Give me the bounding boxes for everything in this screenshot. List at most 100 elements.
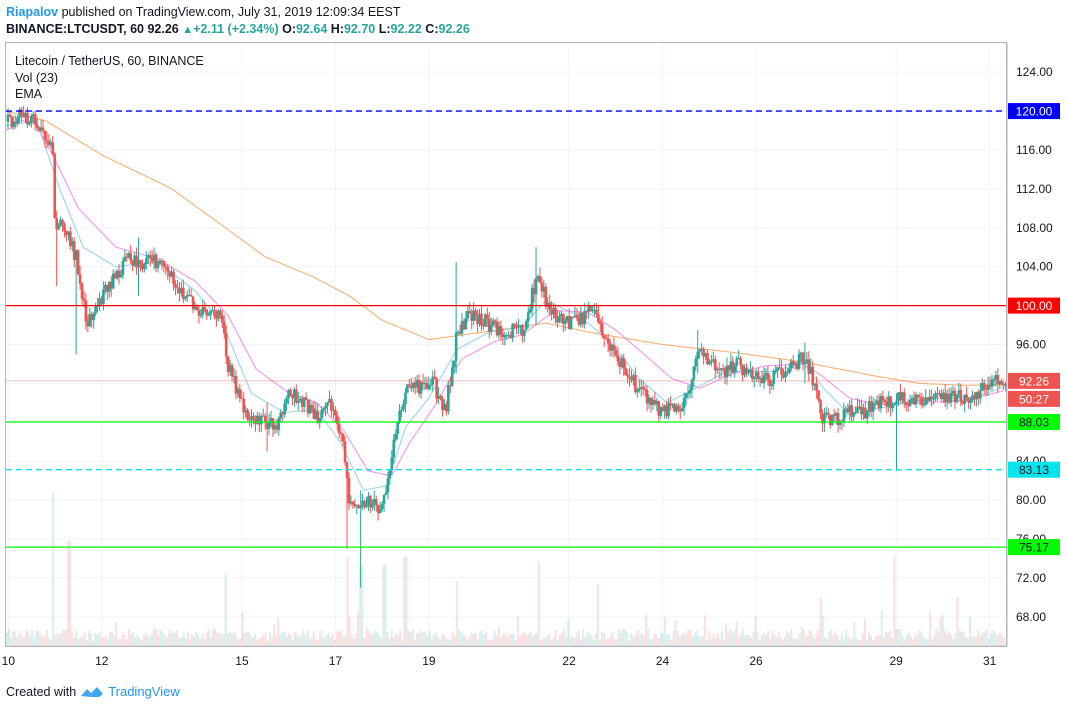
volume-bar <box>926 638 929 645</box>
candle-body <box>729 361 733 370</box>
volume-bar <box>718 638 721 645</box>
candle-body <box>622 358 626 368</box>
candle-body <box>127 253 131 258</box>
volume-bar <box>586 631 589 645</box>
candle-body <box>314 411 318 419</box>
volume-bar <box>127 629 130 645</box>
volume-bar <box>434 632 437 645</box>
candle-body <box>542 286 546 292</box>
candle-body <box>567 316 571 330</box>
volume-bar <box>153 627 156 645</box>
candle-body <box>209 310 212 315</box>
candle-body <box>538 276 542 283</box>
volume-bar <box>430 638 433 645</box>
volume-bar <box>973 636 976 645</box>
volume-bar <box>323 637 326 645</box>
candle-body <box>554 307 557 319</box>
candle-body <box>406 384 409 393</box>
volume-bar <box>212 629 215 645</box>
volume-bar <box>123 634 126 645</box>
candle-body <box>337 423 341 434</box>
candle-body <box>411 382 415 389</box>
volume-bar <box>880 610 883 645</box>
legend-ema[interactable]: EMA <box>15 87 43 101</box>
candle-body <box>53 153 57 219</box>
volume-bar <box>163 634 166 645</box>
volume-bar <box>165 636 168 645</box>
candle-body <box>390 457 394 471</box>
candle-body <box>207 314 210 316</box>
volume-bar <box>729 629 732 645</box>
volume-bar <box>455 581 458 645</box>
volume-bar <box>605 638 608 645</box>
volume-bar <box>779 637 782 645</box>
candle-body <box>727 365 731 370</box>
candle-body <box>78 274 82 284</box>
candle-body <box>6 114 10 122</box>
volume-bar <box>512 633 515 645</box>
candle-body <box>386 478 390 493</box>
candle-body <box>324 405 327 409</box>
candle-body <box>916 394 920 397</box>
volume-bar <box>882 637 885 645</box>
level-price-label: 120.00 <box>1016 105 1053 119</box>
candle-body <box>955 394 959 403</box>
candle-body <box>121 260 125 276</box>
volume-bar <box>571 635 574 645</box>
candle-body <box>382 494 386 505</box>
candle-body <box>713 359 717 371</box>
candle-body <box>560 313 563 317</box>
volume-bar <box>651 639 654 645</box>
volume-bar <box>575 632 578 645</box>
volume-bar <box>727 632 730 645</box>
volume-bar <box>476 639 479 645</box>
volume-bar <box>722 639 725 645</box>
candle-body <box>743 367 746 376</box>
legend-volume[interactable]: Vol (23) <box>15 70 59 85</box>
candle-body <box>51 142 55 154</box>
candle-body <box>312 408 316 419</box>
candle-body <box>544 286 548 307</box>
volume-bar <box>264 632 267 645</box>
volume-bar <box>758 639 761 645</box>
volume-bar <box>304 635 307 645</box>
candle-body <box>49 142 53 145</box>
volume-bar <box>466 639 469 645</box>
candle-body <box>873 403 877 405</box>
volume-bar <box>828 632 831 645</box>
candle-body <box>267 422 271 429</box>
candle-body <box>322 408 325 410</box>
volume-bar <box>266 640 269 645</box>
volume-bar <box>437 637 440 645</box>
volume-bar <box>762 633 765 645</box>
tradingview-brand[interactable]: TradingView <box>108 684 180 699</box>
candle-body <box>655 401 659 405</box>
volume-bar <box>531 636 534 645</box>
volume-bar <box>428 630 431 645</box>
candle-body <box>476 315 479 325</box>
candle-body <box>74 250 78 260</box>
volume-bar <box>624 629 627 645</box>
candle-body <box>751 369 754 380</box>
candle-body <box>901 392 904 401</box>
candle-body <box>480 313 483 326</box>
volume-bar <box>760 635 763 645</box>
candle-body <box>396 422 399 434</box>
author-link[interactable]: Riapalov <box>6 5 59 19</box>
volume-bar <box>596 584 599 645</box>
volume-bar <box>771 630 774 645</box>
volume-bar <box>380 637 383 645</box>
candle-body <box>220 315 224 322</box>
candle-body <box>891 405 894 409</box>
candle-body <box>505 335 509 337</box>
candle-body <box>238 388 242 398</box>
candle-body <box>291 395 294 399</box>
volume-bar <box>966 638 969 645</box>
volume-bar <box>333 639 336 645</box>
candle-body <box>133 255 136 266</box>
volume-bar <box>108 632 111 645</box>
volume-bar <box>138 637 141 645</box>
candle-body <box>487 318 491 332</box>
candle-body <box>462 320 466 330</box>
